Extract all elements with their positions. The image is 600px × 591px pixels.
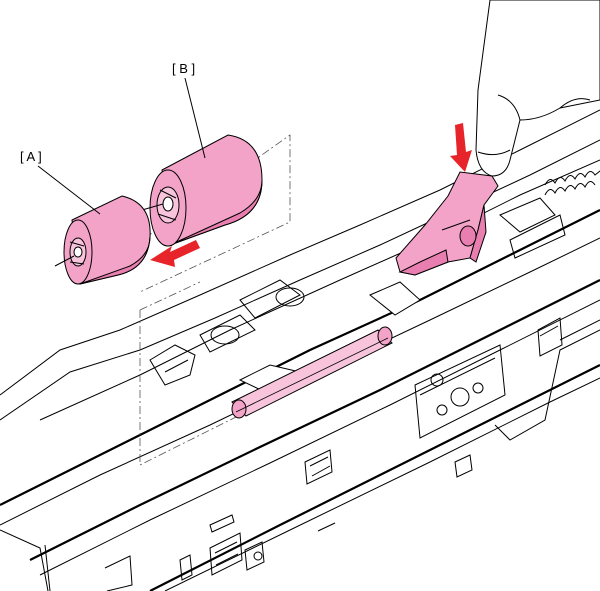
label-roller-a: [ A ] <box>20 149 42 164</box>
callouts: [ A ] [ B ] <box>20 61 206 215</box>
roller-b <box>134 134 263 247</box>
pressing-finger <box>475 0 600 177</box>
removal-arrow <box>150 240 200 267</box>
press-arrow <box>450 123 472 172</box>
roller-a <box>54 195 151 285</box>
printer-frame <box>0 109 600 591</box>
release-lever <box>395 171 499 276</box>
label-roller-b: [ B ] <box>172 61 195 76</box>
roller-shaft <box>231 326 393 419</box>
guide-lines <box>139 134 331 466</box>
